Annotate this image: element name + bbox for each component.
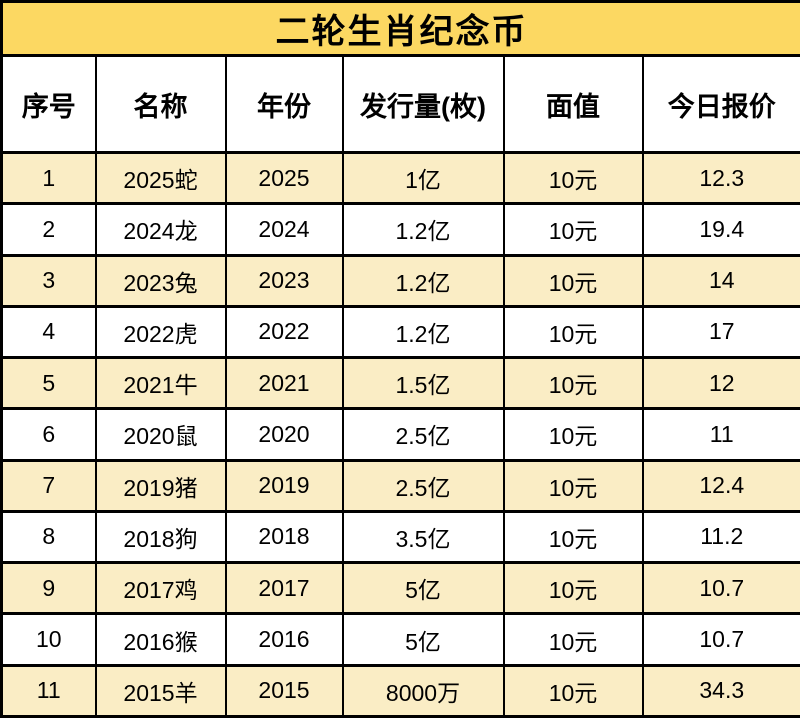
table-cell: 2015羊 [94, 663, 227, 718]
table-cell: 10元 [502, 509, 644, 565]
column-header: 序号 [0, 54, 97, 154]
table-cell: 3.5亿 [341, 509, 505, 565]
table-cell: 2023兔 [94, 253, 227, 308]
table-cell: 10元 [502, 663, 644, 718]
table-cell: 2.5亿 [341, 407, 505, 462]
table-row: 3 2023兔 2023 1.2亿 10元 14 [0, 253, 800, 308]
column-header: 发行量(枚) [341, 54, 505, 154]
table-cell: 1.2亿 [341, 202, 505, 257]
table-cell: 10元 [502, 304, 644, 360]
table-cell: 2022 [224, 304, 344, 360]
table-cell: 2025蛇 [94, 150, 227, 206]
table-cell: 10元 [502, 202, 644, 257]
table-cell: 10.7 [641, 561, 800, 616]
table-row: 11 2015羊 2015 8000万 10元 34.3 [0, 663, 800, 718]
table-cell: 10 [0, 612, 97, 667]
table-cell: 1亿 [341, 150, 505, 206]
table-cell: 8000万 [341, 663, 505, 718]
table-title: 二轮生肖纪念币 [0, 0, 800, 57]
table-cell: 2024 [224, 202, 344, 257]
table-cell: 11 [0, 663, 97, 718]
table-cell: 3 [0, 253, 97, 308]
table-cell: 12.4 [641, 458, 800, 513]
table-row: 1 2025蛇 2025 1亿 10元 12.3 [0, 150, 800, 206]
table-cell: 12 [641, 356, 800, 411]
table-row: 4 2022虎 2022 1.2亿 10元 17 [0, 304, 800, 360]
table-cell: 2016猴 [94, 612, 227, 667]
table-row: 7 2019猪 2019 2.5亿 10元 12.4 [0, 458, 800, 513]
table-cell: 5亿 [341, 612, 505, 667]
table-cell: 7 [0, 458, 97, 513]
table-cell: 2021 [224, 356, 344, 411]
table-cell: 2020 [224, 407, 344, 462]
table-cell: 2017鸡 [94, 561, 227, 616]
table-cell: 11 [641, 407, 800, 462]
table-cell: 2017 [224, 561, 344, 616]
table-cell: 14 [641, 253, 800, 308]
table-cell: 10元 [502, 612, 644, 667]
table-cell: 2015 [224, 663, 344, 718]
table-row: 2 2024龙 2024 1.2亿 10元 19.4 [0, 202, 800, 257]
table-cell: 9 [0, 561, 97, 616]
table-cell: 12.3 [641, 150, 800, 206]
table-cell: 34.3 [641, 663, 800, 718]
table-cell: 2022虎 [94, 304, 227, 360]
header-row: 序号 名称 年份 发行量(枚) 面值 今日报价 [0, 54, 800, 154]
table-cell: 2020鼠 [94, 407, 227, 462]
table-cell: 1.5亿 [341, 356, 505, 411]
table-cell: 1 [0, 150, 97, 206]
column-header: 年份 [224, 54, 344, 154]
table-cell: 17 [641, 304, 800, 360]
table-cell: 8 [0, 509, 97, 565]
table-cell: 10元 [502, 561, 644, 616]
column-header: 名称 [94, 54, 227, 154]
table-cell: 10元 [502, 150, 644, 206]
table-cell: 1.2亿 [341, 304, 505, 360]
table-row: 6 2020鼠 2020 2.5亿 10元 11 [0, 407, 800, 462]
table-row: 5 2021牛 2021 1.5亿 10元 12 [0, 356, 800, 411]
table-cell: 11.2 [641, 509, 800, 565]
table-cell: 2019 [224, 458, 344, 513]
table-cell: 2021牛 [94, 356, 227, 411]
table-cell: 10元 [502, 253, 644, 308]
table-cell: 2018 [224, 509, 344, 565]
table-cell: 2016 [224, 612, 344, 667]
table-row: 9 2017鸡 2017 5亿 10元 10.7 [0, 561, 800, 616]
table-row: 8 2018狗 2018 3.5亿 10元 11.2 [0, 509, 800, 565]
column-header: 面值 [502, 54, 644, 154]
title-row: 二轮生肖纪念币 [0, 0, 800, 57]
table-cell: 2023 [224, 253, 344, 308]
table-row: 10 2016猴 2016 5亿 10元 10.7 [0, 612, 800, 667]
table-cell: 19.4 [641, 202, 800, 257]
table-cell: 10.7 [641, 612, 800, 667]
table-cell: 6 [0, 407, 97, 462]
table-cell: 2025 [224, 150, 344, 206]
table-cell: 10元 [502, 356, 644, 411]
table-cell: 2019猪 [94, 458, 227, 513]
table-cell: 2 [0, 202, 97, 257]
table-cell: 4 [0, 304, 97, 360]
table-cell: 2.5亿 [341, 458, 505, 513]
table-cell: 2018狗 [94, 509, 227, 565]
table-cell: 10元 [502, 407, 644, 462]
table-body: 1 2025蛇 2025 1亿 10元 12.3 2 2024龙 2024 1.2亿 10元 19.4… [0, 150, 800, 718]
column-header: 今日报价 [641, 54, 800, 154]
table-cell: 2024龙 [94, 202, 227, 257]
table-cell: 5亿 [341, 561, 505, 616]
table-cell: 10元 [502, 458, 644, 513]
table-cell: 1.2亿 [341, 253, 505, 308]
table-cell: 5 [0, 356, 97, 411]
